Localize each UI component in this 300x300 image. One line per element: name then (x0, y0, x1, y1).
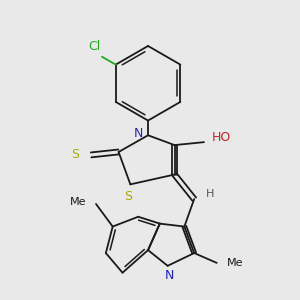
Text: N: N (165, 269, 174, 282)
Text: N: N (134, 127, 143, 140)
Text: S: S (71, 148, 79, 161)
Text: H: H (206, 189, 214, 199)
Text: S: S (124, 190, 132, 202)
Text: Cl: Cl (88, 40, 100, 53)
Text: Me: Me (226, 258, 243, 268)
Text: Me: Me (70, 197, 86, 207)
Text: HO: HO (212, 131, 231, 144)
